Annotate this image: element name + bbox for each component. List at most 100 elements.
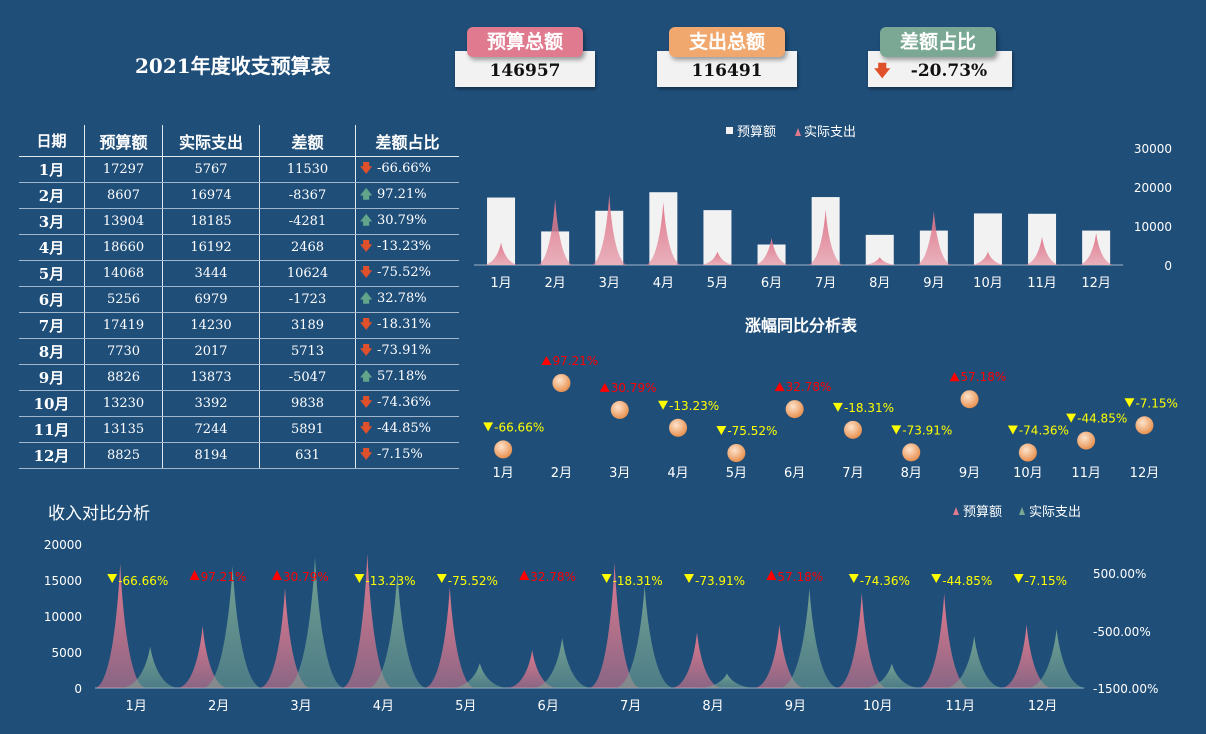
area-budget bbox=[176, 626, 229, 688]
bar-budget bbox=[973, 213, 1002, 265]
data-label: -75.52% bbox=[448, 574, 498, 588]
arrow-up-icon: 🡅 bbox=[360, 187, 373, 201]
chart3-title: 收入对比分析 bbox=[48, 504, 150, 524]
x-tick-label: 4月 bbox=[653, 276, 674, 291]
kpi-expense-value: 116491 bbox=[657, 51, 797, 87]
row-diff: 5713 bbox=[259, 338, 356, 365]
data-label: 57.18% bbox=[777, 570, 823, 584]
row-diff: 2468 bbox=[259, 234, 356, 261]
legend-budget-label: 预算额 bbox=[963, 505, 1002, 520]
row-month: 9月 bbox=[19, 364, 85, 391]
bar-budget bbox=[595, 210, 624, 265]
spike-actual bbox=[698, 251, 737, 265]
kpi-budget-label: 预算总额 bbox=[467, 27, 583, 57]
kpi-diff-box: 🡇 -20.73% bbox=[868, 51, 1012, 87]
arrow-down-icon: 🡇 bbox=[360, 161, 373, 175]
triangle-up-icon bbox=[272, 570, 282, 580]
row-month: 5月 bbox=[19, 260, 85, 287]
spike-actual bbox=[752, 237, 791, 265]
y-tick-label: 0 bbox=[1164, 259, 1172, 273]
data-label: -66.66% bbox=[494, 420, 544, 434]
row-pct: 🡇 -75.52% bbox=[355, 260, 459, 287]
x-tick-label: 11月 bbox=[945, 699, 975, 714]
scatter-point bbox=[552, 374, 571, 392]
table-row: 8月 7730 2017 5713 🡇 -73.91% bbox=[19, 338, 459, 365]
x-tick-label: 5月 bbox=[455, 699, 476, 714]
legend-budget-label: 预算额 bbox=[737, 125, 776, 140]
triangle-down-icon bbox=[436, 574, 447, 583]
x-tick-label: 7月 bbox=[620, 699, 641, 714]
row-month: 6月 bbox=[19, 286, 85, 313]
x-tick-label: 3月 bbox=[599, 276, 620, 291]
area-actual bbox=[120, 646, 181, 688]
arrow-down-icon: 🡇 bbox=[360, 265, 373, 279]
legend-actual-label: 实际支出 bbox=[804, 125, 856, 140]
row-pct: 🡇 -74.36% bbox=[355, 390, 459, 417]
scatter-point bbox=[1077, 431, 1096, 450]
scatter-point bbox=[494, 440, 513, 459]
data-label: 57.18% bbox=[961, 370, 1007, 384]
row-budget: 17297 bbox=[84, 156, 163, 183]
triangle-down-icon bbox=[1013, 574, 1024, 583]
chart3-legend bbox=[953, 507, 1025, 515]
page-title: 2021年度收支预算表 bbox=[135, 54, 331, 78]
row-diff: 5891 bbox=[259, 416, 356, 443]
spike-actual bbox=[536, 198, 575, 265]
x-tick-label: 9月 bbox=[923, 276, 944, 291]
triangle-down-icon bbox=[931, 574, 942, 583]
row-diff: -5047 bbox=[259, 364, 356, 391]
col-actual-header: 实际支出 bbox=[162, 125, 260, 157]
row-pct: 🡇 -73.91% bbox=[355, 338, 459, 365]
row-budget: 18660 bbox=[84, 234, 163, 261]
x-tick-label: 9月 bbox=[785, 699, 806, 714]
kpi-diff-label: 差额占比 bbox=[880, 27, 996, 57]
data-label: -7.15% bbox=[1135, 396, 1177, 410]
x-tick-label: 12月 bbox=[1130, 466, 1160, 481]
area-actual bbox=[697, 673, 757, 688]
kpi-expense-total: 支出总额 116491 bbox=[657, 27, 817, 89]
table-row: 1月 17297 5767 11530 🡇 -66.66% bbox=[19, 156, 459, 183]
data-label: -18.31% bbox=[844, 401, 894, 415]
area-budget bbox=[588, 562, 641, 688]
row-actual: 8194 bbox=[162, 442, 260, 469]
x-tick-label: 8月 bbox=[869, 276, 890, 291]
table-row: 12月 8825 8194 631 🡇 -7.15% bbox=[19, 442, 459, 469]
arrow-down-icon: 🡇 bbox=[360, 239, 373, 253]
spike-actual bbox=[806, 209, 845, 265]
spike-actual bbox=[914, 210, 953, 265]
row-diff: 631 bbox=[259, 442, 356, 469]
area-budget bbox=[918, 593, 971, 688]
row-pct-value: -7.15% bbox=[377, 447, 423, 462]
triangle-up-icon bbox=[519, 570, 530, 580]
kpi-diff-ratio: 差额占比 🡇 -20.73% bbox=[868, 27, 1028, 89]
area-actual bbox=[779, 588, 840, 688]
col-budget-header: 预算额 bbox=[84, 125, 163, 157]
x-tick-label: 10月 bbox=[863, 699, 893, 714]
y2-tick-label: 500.00% bbox=[1093, 567, 1146, 581]
bar-budget bbox=[487, 197, 516, 265]
y-tick-label: 20000 bbox=[44, 538, 82, 552]
arrow-down-icon: 🡇 bbox=[360, 447, 373, 461]
legend-budget-marker bbox=[726, 127, 733, 134]
area-budget bbox=[94, 563, 147, 688]
x-tick-label: 7月 bbox=[842, 466, 863, 481]
triangle-down-icon bbox=[107, 574, 118, 583]
spike-actual bbox=[644, 201, 683, 265]
row-pct: 🡇 -44.85% bbox=[355, 416, 459, 443]
row-pct: 🡅 97.21% bbox=[355, 182, 459, 209]
data-label: -74.36% bbox=[860, 574, 910, 588]
data-label: 30.79% bbox=[611, 381, 657, 395]
x-tick-label: 11月 bbox=[1027, 276, 1057, 291]
kpi-diff-value: -20.73% bbox=[910, 61, 988, 81]
x-tick-label: 2月 bbox=[545, 276, 566, 291]
y-tick-label: 10000 bbox=[1134, 220, 1172, 234]
legend-actual-marker bbox=[1019, 507, 1025, 515]
arrow-up-icon: 🡅 bbox=[360, 369, 373, 383]
scatter-point bbox=[960, 390, 979, 409]
triangle-down-icon bbox=[684, 574, 694, 583]
row-pct-value: -73.91% bbox=[377, 343, 431, 358]
row-budget: 5256 bbox=[84, 286, 163, 313]
data-label: -18.31% bbox=[613, 574, 663, 588]
triangle-up-icon bbox=[541, 356, 552, 365]
triangle-up-icon bbox=[949, 372, 960, 382]
